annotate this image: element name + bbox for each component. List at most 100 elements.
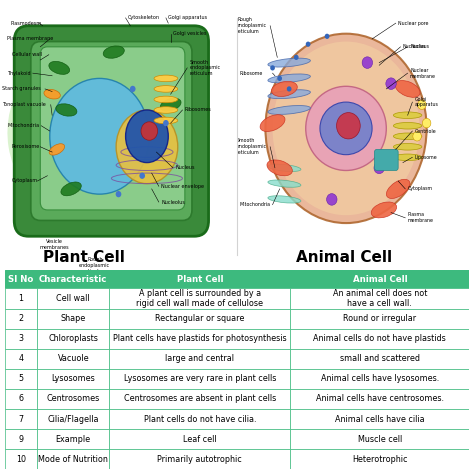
FancyBboxPatch shape	[109, 369, 291, 389]
Text: Cilia/Flagella: Cilia/Flagella	[47, 415, 99, 424]
Text: Plasma membrane: Plasma membrane	[7, 36, 54, 41]
Text: Centriole: Centriole	[415, 128, 437, 134]
Circle shape	[374, 162, 384, 173]
Text: Starch granules: Starch granules	[2, 86, 41, 91]
Text: Cytoplasm: Cytoplasm	[12, 179, 38, 183]
Text: Cell wall: Cell wall	[56, 294, 90, 303]
FancyBboxPatch shape	[37, 449, 109, 469]
Text: Mode of Nutrition: Mode of Nutrition	[38, 455, 108, 464]
Ellipse shape	[393, 154, 422, 161]
Ellipse shape	[50, 78, 149, 194]
Text: Plasma
membrane: Plasma membrane	[408, 212, 434, 223]
Text: Nuclear
membrane: Nuclear membrane	[410, 68, 436, 79]
Text: Animal Cell: Animal Cell	[353, 275, 407, 284]
Ellipse shape	[268, 196, 301, 203]
Text: Cytoskeleton: Cytoskeleton	[128, 15, 160, 20]
FancyBboxPatch shape	[291, 389, 469, 409]
Text: Characteristic: Characteristic	[39, 275, 108, 284]
Ellipse shape	[103, 46, 124, 58]
Circle shape	[327, 193, 337, 205]
Circle shape	[418, 100, 426, 109]
Text: 2: 2	[18, 314, 24, 323]
FancyBboxPatch shape	[109, 409, 291, 429]
Ellipse shape	[116, 110, 178, 183]
Ellipse shape	[56, 104, 77, 116]
FancyBboxPatch shape	[5, 449, 37, 469]
Text: Centrosomes: Centrosomes	[46, 394, 100, 403]
FancyBboxPatch shape	[291, 289, 469, 309]
Text: Leaf cell: Leaf cell	[183, 435, 217, 444]
FancyBboxPatch shape	[5, 349, 37, 369]
FancyBboxPatch shape	[291, 369, 469, 389]
Text: Lysosomes are very rare in plant cells: Lysosomes are very rare in plant cells	[124, 374, 276, 383]
FancyBboxPatch shape	[109, 349, 291, 369]
Ellipse shape	[49, 144, 64, 155]
FancyBboxPatch shape	[291, 429, 469, 449]
Text: Smooth
endoplasmic
reticulum: Smooth endoplasmic reticulum	[237, 138, 267, 155]
Text: Nucleus: Nucleus	[410, 45, 429, 49]
Circle shape	[130, 86, 136, 92]
Text: Liposome: Liposome	[415, 155, 438, 160]
Circle shape	[139, 173, 145, 179]
Text: Nuclear envelope: Nuclear envelope	[161, 184, 204, 189]
FancyBboxPatch shape	[37, 369, 109, 389]
Ellipse shape	[393, 122, 422, 129]
Text: Vesicle
membranes: Vesicle membranes	[40, 239, 69, 250]
Circle shape	[270, 65, 275, 71]
FancyBboxPatch shape	[37, 429, 109, 449]
Text: Golgi apparatus: Golgi apparatus	[168, 15, 208, 20]
Text: Rough
endoplasmic
reticulum: Rough endoplasmic reticulum	[237, 18, 267, 34]
Text: Centrosomes are absent in plant cells: Centrosomes are absent in plant cells	[124, 394, 276, 403]
FancyBboxPatch shape	[5, 429, 37, 449]
Text: Animal cells have centrosomes.: Animal cells have centrosomes.	[316, 394, 444, 403]
FancyBboxPatch shape	[37, 309, 109, 328]
Text: Mitochondria: Mitochondria	[239, 202, 270, 207]
Text: Chloroplasts: Chloroplasts	[48, 334, 98, 343]
Text: Golgi vesicles: Golgi vesicles	[173, 31, 206, 36]
Text: Tonoplast vacuole: Tonoplast vacuole	[2, 102, 46, 107]
Text: Plant cells do not have cilia.: Plant cells do not have cilia.	[144, 415, 256, 424]
Circle shape	[294, 55, 299, 60]
Text: Plant cells have plastids for photosynthesis: Plant cells have plastids for photosynth…	[113, 334, 287, 343]
Text: 3: 3	[18, 334, 24, 343]
Text: Primarily autotrophic: Primarily autotrophic	[157, 455, 242, 464]
Ellipse shape	[8, 33, 201, 224]
Text: 4: 4	[18, 354, 24, 363]
Ellipse shape	[154, 96, 178, 103]
FancyBboxPatch shape	[37, 349, 109, 369]
Text: Plant Cell: Plant Cell	[177, 275, 223, 284]
Ellipse shape	[61, 182, 81, 196]
Text: Nuclear pore: Nuclear pore	[398, 21, 428, 26]
FancyBboxPatch shape	[40, 47, 185, 210]
Ellipse shape	[268, 180, 301, 187]
Text: Ribosome: Ribosome	[239, 71, 263, 76]
Text: Heterotrophic: Heterotrophic	[352, 455, 408, 464]
FancyBboxPatch shape	[109, 429, 291, 449]
FancyBboxPatch shape	[37, 289, 109, 309]
Ellipse shape	[154, 86, 178, 92]
Text: An animal cell does not
have a cell wall.: An animal cell does not have a cell wall…	[333, 289, 427, 308]
Text: Round or irregular: Round or irregular	[343, 314, 416, 323]
Circle shape	[413, 132, 421, 141]
Ellipse shape	[320, 102, 372, 155]
FancyBboxPatch shape	[109, 309, 291, 328]
Ellipse shape	[386, 179, 410, 199]
Circle shape	[337, 113, 360, 139]
FancyBboxPatch shape	[374, 149, 398, 171]
Ellipse shape	[268, 90, 310, 99]
Circle shape	[325, 34, 329, 39]
FancyBboxPatch shape	[37, 389, 109, 409]
FancyBboxPatch shape	[109, 389, 291, 409]
Text: 6: 6	[18, 394, 24, 403]
Text: 9: 9	[18, 435, 24, 444]
Circle shape	[362, 57, 373, 68]
FancyBboxPatch shape	[291, 349, 469, 369]
FancyBboxPatch shape	[31, 42, 192, 220]
Text: Animal cells do not have plastids: Animal cells do not have plastids	[313, 334, 446, 343]
FancyBboxPatch shape	[14, 26, 209, 236]
Text: Muscle cell: Muscle cell	[358, 435, 402, 444]
FancyBboxPatch shape	[5, 389, 37, 409]
Text: Mitochondria: Mitochondria	[7, 123, 39, 128]
Ellipse shape	[268, 74, 310, 83]
Text: 1: 1	[18, 294, 24, 303]
